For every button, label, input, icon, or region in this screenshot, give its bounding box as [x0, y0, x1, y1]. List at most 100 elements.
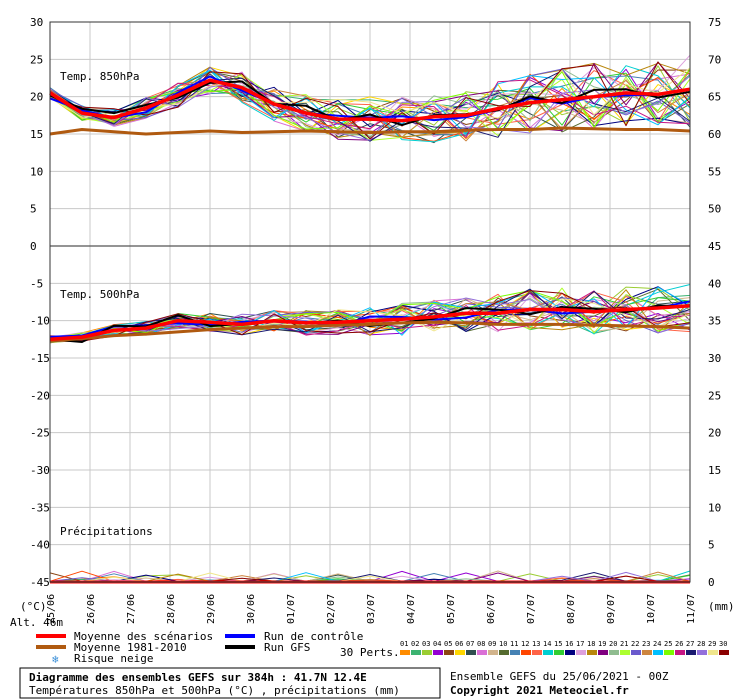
pert-swatch: [576, 650, 586, 655]
pert-label: 15: [554, 640, 562, 648]
y-tick-label-left: 15: [30, 128, 43, 141]
y-tick-label-left: 25: [30, 53, 43, 66]
y-tick-label-right: 60: [708, 128, 721, 141]
pert-label: 19: [598, 640, 606, 648]
x-tick-label: 04/07: [406, 594, 417, 624]
x-tick-label: 08/07: [566, 594, 577, 624]
pert-label: 05: [444, 640, 452, 648]
pert-swatch: [620, 650, 630, 655]
pert-swatch: [653, 650, 663, 655]
panel-label-t500: Temp. 500hPa: [60, 288, 139, 301]
ensemble-member-850: [49, 75, 691, 141]
y-tick-label-left: -30: [30, 464, 50, 477]
panel-label-precip: Précipitations: [60, 525, 153, 538]
legend: Moyenne des scénarios Moyenne 1981-2010 …: [36, 630, 729, 666]
pert-label: 03: [422, 640, 430, 648]
pert-swatch: [587, 650, 597, 655]
pert-swatch: [554, 650, 564, 655]
x-tick-label: 28/06: [166, 594, 177, 624]
y-tick-label-left: -10: [30, 315, 50, 328]
pert-swatch: [664, 650, 674, 655]
snowflake-icon: ❄: [52, 653, 59, 666]
ensemble-member-850: [49, 70, 691, 142]
pert-legend: 01 02 03 04 05 06 07 08 09 10 11 12 13 14 15 16 17 18 19 20…: [400, 640, 729, 655]
y-tick-label-right: 35: [708, 315, 721, 328]
legend-swatch-climo: [36, 645, 66, 649]
pert-label: 01: [400, 640, 408, 648]
pert-label: 20: [609, 640, 617, 648]
x-tick-label: 07/07: [526, 594, 537, 624]
pert-swatch: [675, 650, 685, 655]
pert-label: 21: [620, 640, 628, 648]
y-tick-label-right: 55: [708, 165, 721, 178]
pert-swatch: [422, 650, 432, 655]
pert-swatch: [598, 650, 608, 655]
legend-climo-label: Moyenne 1981-2010: [74, 641, 187, 654]
y-tick-label-left: 20: [30, 91, 43, 104]
y-tick-label-left: 10: [30, 165, 43, 178]
pert-label: 09: [488, 640, 496, 648]
legend-swatch-control: [225, 634, 255, 638]
y-tick-label-right: 10: [708, 501, 721, 514]
pert-label: 25: [664, 640, 672, 648]
pert-label: 07: [466, 640, 474, 648]
pert-label: 02: [411, 640, 419, 648]
y-tick-label-right: 0: [708, 576, 715, 589]
ensemble-mean-850: [49, 78, 691, 123]
pert-swatch: [532, 650, 542, 655]
run-info: Ensemble GEFS du 25/06/2021 - 00Z: [450, 670, 669, 683]
ensemble-member-850: [49, 69, 691, 127]
x-tick-label: 09/07: [606, 594, 617, 624]
pert-label: 29: [708, 640, 716, 648]
y-tick-label-right: 15: [708, 464, 721, 477]
pert-swatch: [543, 650, 553, 655]
pert-swatch: [697, 650, 707, 655]
pert-label: 14: [543, 640, 551, 648]
pert-swatch: [719, 650, 729, 655]
pert-swatch: [433, 650, 443, 655]
pert-label: 16: [565, 640, 573, 648]
pert-label: 22: [631, 640, 639, 648]
y-tick-label-left: 0: [30, 240, 37, 253]
legend-mean-label: Moyenne des scénarios: [74, 630, 213, 643]
legend-swatch-gfs: [225, 645, 255, 649]
pert-label: 11: [510, 640, 518, 648]
plot-frame: [49, 21, 691, 583]
footer-title-box: [19, 667, 441, 699]
y-tick-label-left: -20: [30, 389, 50, 402]
x-tick-label: 10/07: [646, 594, 657, 624]
x-tick-label: 29/06: [206, 594, 217, 624]
pert-label: 17: [576, 640, 584, 648]
chart-title: Diagramme des ensembles GEFS sur 384h : …: [29, 671, 367, 684]
x-tick-label: 01/07: [286, 594, 297, 624]
pert-swatch: [510, 650, 520, 655]
series-layer: [49, 54, 691, 584]
gfs-run-500: [49, 304, 691, 343]
pert-swatch: [631, 650, 641, 655]
right-axis-unit: (mm): [708, 600, 735, 613]
pert-swatch: [708, 650, 718, 655]
ensemble-member-850: [49, 61, 691, 140]
y-tick-label-right: 45: [708, 240, 721, 253]
pert-label: 04: [433, 640, 441, 648]
x-tick-label: 06/07: [486, 594, 497, 624]
pert-label: 23: [642, 640, 650, 648]
y-tick-label-left: -25: [30, 427, 50, 440]
pert-label: 30: [719, 640, 727, 648]
pert-swatch: [521, 650, 531, 655]
y-tick-label-right: 50: [708, 203, 721, 216]
y-tick-label-right: 25: [708, 389, 721, 402]
y-tick-label-right: 5: [708, 539, 715, 552]
pert-swatch: [488, 650, 498, 655]
pert-swatch: [455, 650, 465, 655]
pert-swatch: [565, 650, 575, 655]
y-tick-label-left: 5: [30, 203, 37, 216]
y-tick-label-left: 30: [30, 16, 43, 29]
pert-label: 18: [587, 640, 595, 648]
pert-label: 13: [532, 640, 540, 648]
x-tick-label: 03/07: [366, 594, 377, 624]
legend-control-label: Run de contrôle: [264, 630, 363, 643]
ensemble-member-850: [49, 75, 691, 128]
panel-label-t850: Temp. 850hPa: [60, 70, 139, 83]
